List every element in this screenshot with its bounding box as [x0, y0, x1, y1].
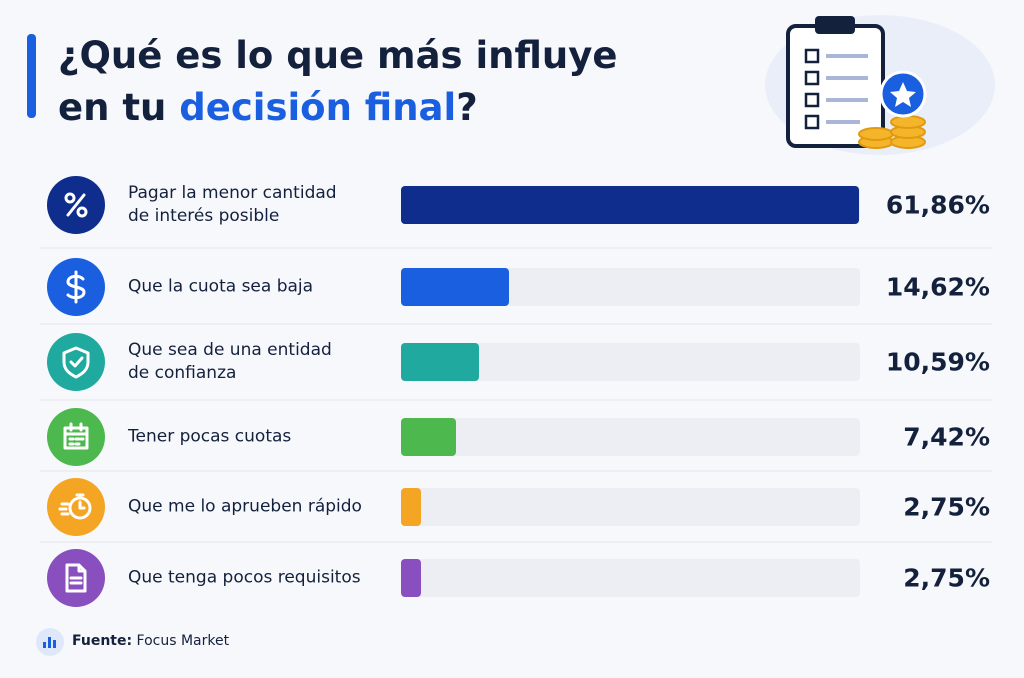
bar-track [401, 268, 860, 306]
title-highlight: decisión final [179, 86, 457, 129]
source-label: Fuente: [72, 633, 133, 649]
bar [401, 488, 422, 526]
row-icon [47, 333, 105, 391]
category-label: Que sea de una entidad de confianza [128, 340, 332, 383]
title-text: ? [456, 86, 478, 129]
illustration [765, 15, 995, 155]
title-line: ¿Qué es lo que más influye [58, 34, 618, 77]
bar-track [401, 186, 860, 224]
row-icon-glyph [62, 346, 90, 379]
source-icon [36, 628, 64, 656]
value-label: 14,62% [885, 272, 990, 302]
bar-track [401, 559, 860, 597]
value-label: 61,86% [885, 190, 990, 220]
row-icon-glyph [64, 192, 88, 218]
value-label: 2,75% [903, 563, 990, 593]
value-label: 2,75% [903, 492, 990, 522]
value-label: 7,42% [903, 422, 990, 452]
row-icon [47, 478, 105, 536]
source: Fuente: Focus Market [72, 633, 229, 649]
bar [401, 343, 480, 381]
bar-track [401, 488, 860, 526]
value-label: 10,59% [885, 347, 990, 377]
row-icon [47, 408, 105, 466]
category-label: Que me lo aprueben rápido [128, 496, 362, 517]
title-accent [27, 34, 36, 118]
category-label: Que tenga pocos requisitos [128, 567, 361, 588]
title-text: en tu [58, 86, 167, 129]
category-label: Tener pocas cuotas [128, 426, 292, 447]
row-icon-glyph [58, 493, 92, 520]
category-label: Pagar la menor cantidad de interés posib… [128, 183, 337, 226]
bar-track [401, 418, 860, 456]
bar [401, 559, 422, 597]
bar-track [401, 343, 860, 381]
source-name: Focus Market [136, 633, 230, 649]
bar [401, 418, 456, 456]
title-line: en tu decisión final? [58, 86, 478, 129]
bar [401, 186, 859, 224]
row-icon-glyph [65, 563, 87, 593]
row-icon-glyph [66, 270, 86, 304]
category-label: Que la cuota sea baja [128, 276, 314, 297]
row-icon-glyph [63, 422, 89, 450]
bar [401, 268, 510, 306]
